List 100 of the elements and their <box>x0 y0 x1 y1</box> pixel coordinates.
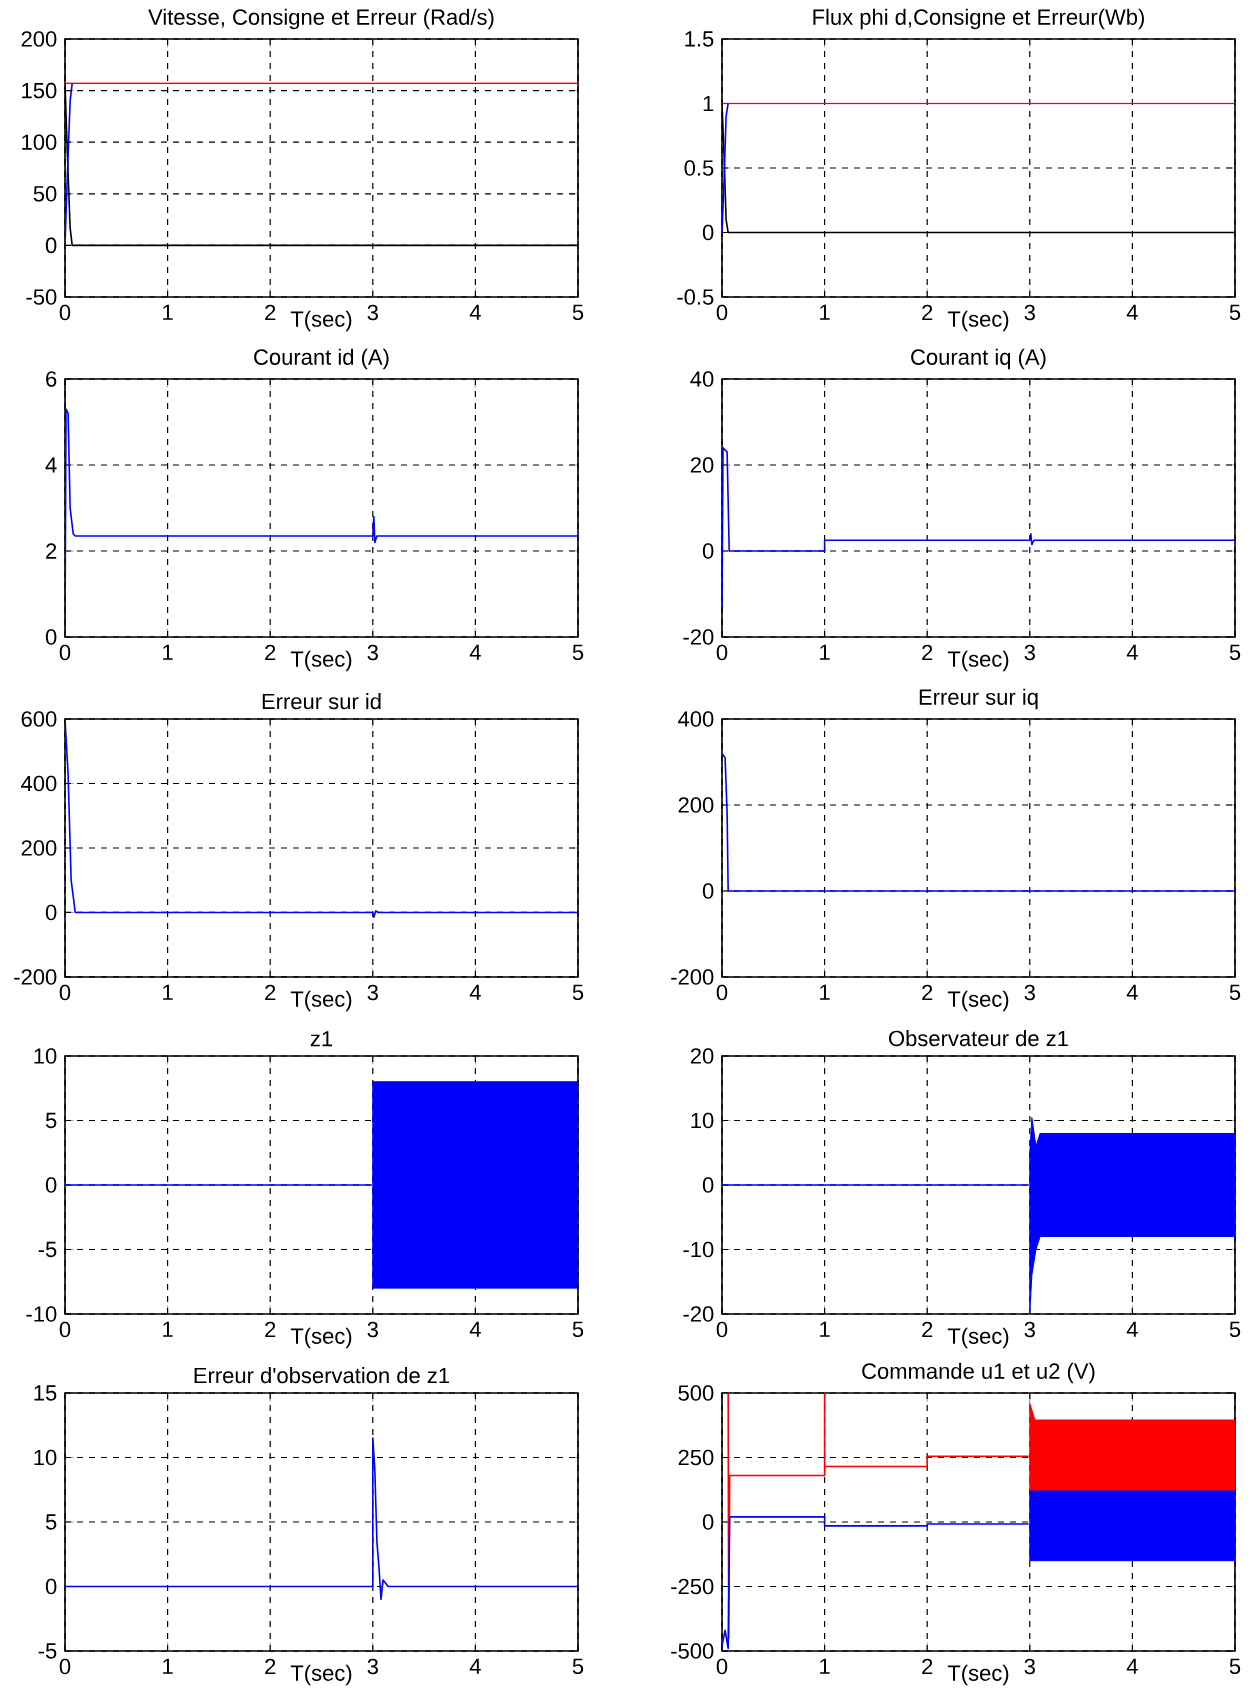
x-tick-label: 3 <box>1024 1321 1035 1338</box>
y-tick-label: 5 <box>45 1112 57 1129</box>
y-tick-label: 0 <box>702 883 714 899</box>
x-tick-label: 3 <box>367 644 378 661</box>
y-tick-label: 5 <box>45 1514 57 1530</box>
x-tick-label: 4 <box>1126 644 1138 660</box>
x-tick-label: 0 <box>59 1321 71 1338</box>
y-tick-label: -500 <box>671 1643 714 1659</box>
chart-title: Courant id (A) <box>254 348 389 370</box>
y-tick-label: -200 <box>671 969 714 985</box>
x-tick-label: 0 <box>716 1658 728 1675</box>
chart-title: Courant iq (A) <box>911 348 1046 370</box>
x-tick-label: 2 <box>265 304 276 321</box>
line-series <box>722 752 1235 892</box>
y-tick-label: 0 <box>702 543 714 559</box>
x-tick-label: 5 <box>1229 644 1241 661</box>
x-axis-title: T(sec) <box>947 650 1009 672</box>
x-tick-label: 2 <box>922 644 933 661</box>
chart-title: Erreur sur id <box>262 693 381 710</box>
x-axis-title: T(sec) <box>947 1327 1009 1349</box>
line-series <box>65 718 578 919</box>
y-tick-label: 6 <box>46 371 57 387</box>
y-tick-label: 100 <box>22 134 57 150</box>
y-tick-label: -200 <box>14 969 57 985</box>
x-tick-label: 5 <box>1229 984 1241 1001</box>
x-tick-label: 4 <box>1126 1658 1138 1674</box>
chart-title: Vitesse, Consigne et Erreur (Rad/s) <box>148 8 494 30</box>
y-tick-label: 0 <box>702 1177 714 1193</box>
line-series <box>722 446 1235 608</box>
y-tick-label: 400 <box>21 775 57 792</box>
y-tick-label: 0 <box>45 237 57 254</box>
y-tick-label: 0 <box>45 629 57 645</box>
y-tick-label: 10 <box>34 1048 57 1064</box>
y-tick-label: -10 <box>26 1306 57 1322</box>
x-tick-label: 3 <box>367 304 378 321</box>
x-tick-label: 4 <box>1126 304 1138 320</box>
x-axis-title: T(sec) <box>290 1664 352 1686</box>
y-tick-label: -5 <box>38 1643 57 1659</box>
x-tick-label: 1 <box>820 304 830 320</box>
x-tick-label: 0 <box>716 304 728 321</box>
chart-title: Flux phi d,Consigne et Erreur(Wb) <box>813 8 1144 30</box>
x-tick-label: 0 <box>59 304 71 321</box>
chart-title: Erreur d'observation de z1 <box>194 1367 450 1384</box>
x-tick-label: 2 <box>922 984 933 1001</box>
y-tick-label: -20 <box>683 1306 714 1322</box>
chart-title: Observateur de z1 <box>889 1030 1068 1047</box>
y-tick-label: 0 <box>45 1578 57 1595</box>
x-tick-label: 4 <box>469 644 481 660</box>
y-tick-label: 200 <box>21 840 57 856</box>
y-tick-label: -50 <box>26 289 57 305</box>
line-series <box>65 82 73 247</box>
x-axis-title: T(sec) <box>290 310 352 332</box>
y-tick-label: 0 <box>702 1514 714 1530</box>
x-tick-label: 1 <box>820 984 830 1000</box>
x-tick-label: 5 <box>572 644 584 661</box>
x-tick-label: 0 <box>59 644 71 661</box>
x-tick-label: 5 <box>572 304 584 321</box>
x-tick-label: 0 <box>59 1658 71 1675</box>
x-tick-label: 2 <box>922 304 933 321</box>
y-tick-label: 40 <box>690 371 714 387</box>
x-tick-label: 0 <box>716 1321 728 1338</box>
y-tick-label: 0 <box>702 224 714 241</box>
x-tick-label: 2 <box>922 1321 933 1338</box>
y-tick-label: 400 <box>678 711 714 727</box>
x-axis-title: T(sec) <box>947 310 1009 332</box>
x-tick-label: 5 <box>572 984 584 1001</box>
y-tick-label: 2 <box>46 543 57 559</box>
x-tick-label: 5 <box>1229 1658 1241 1675</box>
chart-title: Commande u1 et u2 (V) <box>862 1362 1095 1384</box>
x-tick-label: 1 <box>820 644 830 660</box>
x-tick-label: 1 <box>163 304 173 320</box>
x-tick-label: 5 <box>572 1658 584 1675</box>
x-tick-label: 1 <box>820 1658 830 1674</box>
x-tick-label: 2 <box>265 1658 276 1675</box>
x-tick-label: 2 <box>265 984 276 1001</box>
x-tick-label: 5 <box>1229 304 1241 321</box>
x-tick-label: 2 <box>265 1321 276 1338</box>
x-tick-label: 4 <box>469 1321 481 1337</box>
x-axis-title: T(sec) <box>947 1664 1009 1686</box>
x-tick-label: 3 <box>1024 304 1035 321</box>
chart-title: z1 <box>310 1031 333 1047</box>
x-tick-label: 1 <box>163 644 173 660</box>
y-tick-label: -0.5 <box>677 289 714 305</box>
x-axis-title: T(sec) <box>290 990 352 1012</box>
x-tick-label: 3 <box>367 984 378 1001</box>
y-tick-label: 0 <box>45 904 57 921</box>
x-tick-label: 0 <box>716 644 728 661</box>
x-tick-label: 4 <box>1126 984 1138 1000</box>
y-tick-label: 20 <box>690 1048 714 1064</box>
x-axis-title: T(sec) <box>290 1327 352 1349</box>
y-tick-label: -20 <box>683 629 714 645</box>
y-tick-label: 50 <box>33 186 57 202</box>
x-tick-label: 4 <box>1126 1321 1138 1337</box>
y-tick-label: 1.5 <box>685 31 714 47</box>
x-tick-label: 2 <box>265 644 276 661</box>
x-tick-label: 1 <box>163 1321 173 1337</box>
y-tick-label: -250 <box>671 1578 714 1595</box>
x-tick-label: 1 <box>163 1658 173 1674</box>
y-tick-label: -10 <box>683 1241 714 1258</box>
x-tick-label: 3 <box>1024 1658 1035 1675</box>
